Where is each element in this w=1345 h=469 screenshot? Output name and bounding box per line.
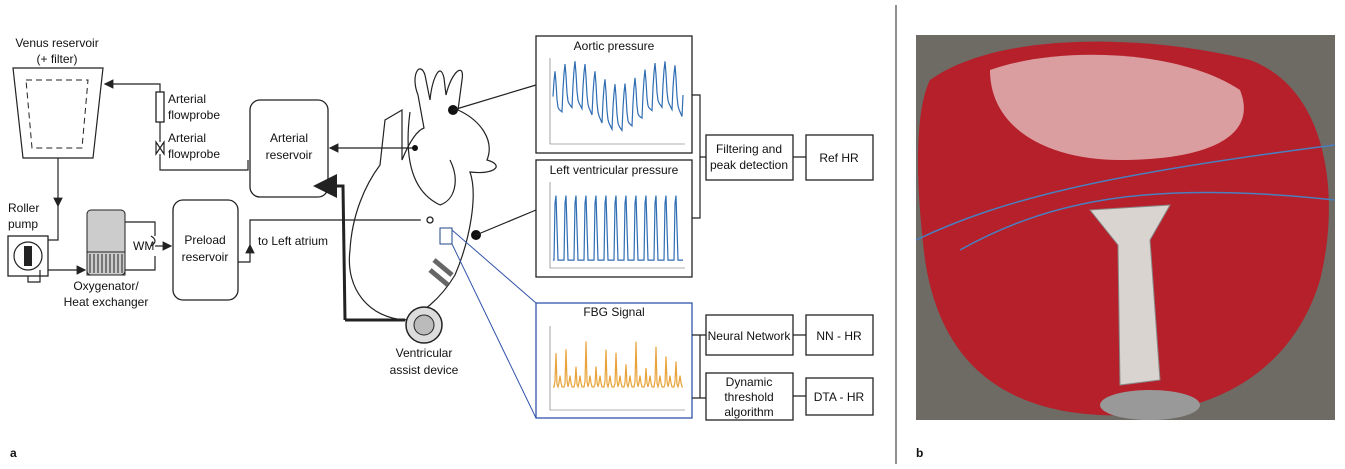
photo — [916, 35, 1335, 420]
ref-hr-label: Ref HR — [819, 151, 859, 165]
line — [48, 206, 58, 240]
venus-reservoir-label: (+ filter) — [36, 52, 77, 66]
line — [160, 122, 248, 170]
dta-label: Dynamic — [726, 375, 773, 389]
pump-rotor — [24, 246, 32, 266]
roller-pump-label: Roller — [8, 201, 39, 215]
fbg-sensor — [440, 228, 452, 244]
flowprobe-label: flowprobe — [168, 108, 220, 122]
panel-label: a — [10, 446, 17, 460]
preload-reservoir-label: Preload — [184, 233, 225, 247]
filtering-label: Filtering and — [716, 142, 782, 156]
plot-box — [536, 303, 692, 418]
flowprobe-label: Arterial — [168, 131, 206, 145]
oxygenator-label: Oxygenator/ — [73, 279, 139, 293]
plot-title: Left ventricular pressure — [550, 163, 679, 177]
metal-base — [1100, 390, 1200, 420]
nn-hr-label: NN - HR — [816, 329, 862, 343]
left-atrium-label: to Left atrium — [258, 234, 328, 248]
heart-detail — [408, 112, 455, 205]
filtering-label: peak detection — [710, 158, 788, 172]
dta-hr-label: DTA - HR — [814, 390, 865, 404]
preload-reservoir-label: reservoir — [182, 250, 229, 264]
plot-title: FBG Signal — [583, 305, 644, 319]
vad-shape — [414, 315, 434, 335]
dta-label: algorithm — [724, 405, 773, 419]
vad-label: assist device — [390, 363, 459, 377]
line — [793, 157, 806, 396]
nn-label: Neural Network — [708, 329, 792, 343]
flowprobe-label: flowprobe — [168, 147, 220, 161]
wm-label: WM — [133, 239, 154, 253]
flowprobe-shape — [156, 92, 164, 122]
line — [453, 85, 536, 235]
plot-title: Aortic pressure — [574, 39, 655, 53]
vad-line — [316, 186, 345, 320]
port — [427, 217, 433, 223]
arterial-reservoir-label: reservoir — [266, 148, 313, 162]
probe-point — [412, 145, 418, 151]
heart-outline — [349, 69, 496, 320]
figure: Venus reservoir (+ filter) Arterial flowpro… — [0, 0, 1345, 464]
dta-label: threshold — [724, 390, 773, 404]
vad-label: Ventricular — [396, 346, 453, 360]
fbg-sensor — [430, 260, 452, 285]
panel-label: b — [916, 446, 923, 460]
venus-reservoir-label: Venus reservoir — [15, 36, 98, 50]
roller-pump-label: pump — [8, 217, 38, 231]
valve — [156, 142, 164, 154]
filter — [26, 80, 88, 148]
venus-reservoir-shape — [13, 68, 103, 158]
zoom-line — [452, 230, 536, 418]
oxygenator-label: Heat exchanger — [64, 295, 149, 309]
flowprobe-label: Arterial — [168, 92, 206, 106]
line — [105, 84, 160, 92]
line — [692, 95, 706, 398]
arterial-reservoir-label: Arterial — [270, 131, 308, 145]
